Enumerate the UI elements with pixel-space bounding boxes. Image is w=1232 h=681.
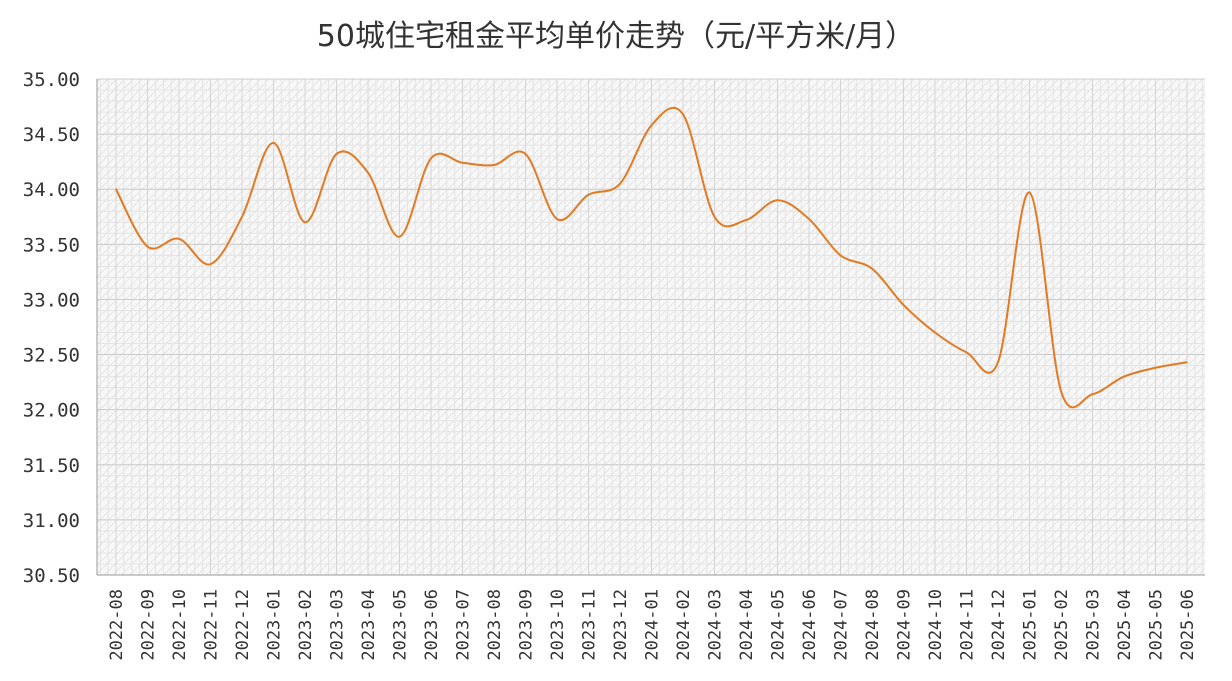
data-point: [146, 245, 149, 248]
x-tick-label: 2023-02: [296, 589, 316, 661]
y-tick-label: 33.50: [23, 234, 80, 256]
x-tick-label: 2023-12: [611, 589, 631, 661]
y-tick-label: 33.00: [23, 289, 80, 311]
data-point: [587, 193, 590, 196]
x-tick-label: 2023-09: [517, 589, 537, 661]
data-point: [997, 361, 999, 364]
data-point: [1154, 366, 1157, 369]
data-point: [335, 153, 338, 155]
y-axis-ticks: 35.00 34.50 34.00 33.50 33.00 32.50 32.00 31.50…: [23, 69, 80, 587]
grid: [97, 78, 1205, 576]
data-point: [556, 218, 558, 220]
data-point: [493, 164, 495, 166]
data-point: [398, 235, 401, 238]
data-point: [776, 199, 779, 202]
data-point: [241, 215, 243, 218]
x-tick-label: 2024-12: [989, 589, 1009, 661]
x-axis-ticks: 2022-08 2022-09 2022-10 2022-11 2022-12 2023-…: [107, 589, 1198, 661]
data-point: [430, 157, 432, 160]
data-point: [713, 215, 716, 218]
data-point: [1028, 191, 1031, 194]
data-points: [115, 113, 1188, 396]
data-point: [178, 238, 180, 240]
data-point: [1060, 390, 1062, 392]
x-tick-label: 2024-11: [958, 589, 978, 661]
data-point: [934, 331, 936, 334]
y-tick-label: 31.50: [23, 455, 80, 477]
data-point: [808, 218, 810, 220]
data-point: [1186, 361, 1188, 364]
x-tick-label: 2023-08: [485, 589, 505, 661]
x-tick-label: 2025-01: [1021, 589, 1041, 661]
x-tick-label: 2025-06: [1178, 589, 1198, 661]
x-tick-label: 2024-06: [800, 589, 820, 661]
y-tick-label: 34.50: [23, 124, 80, 146]
data-point: [871, 267, 873, 270]
x-tick-label: 2025-05: [1147, 589, 1167, 661]
x-tick-label: 2022-08: [107, 589, 127, 661]
x-tick-label: 2025-02: [1052, 589, 1072, 661]
data-point: [650, 124, 653, 127]
x-tick-label: 2024-10: [926, 589, 946, 661]
x-tick-label: 2023-05: [391, 589, 411, 661]
x-tick-label: 2023-01: [265, 589, 285, 661]
data-point: [839, 254, 842, 257]
y-tick-label: 31.00: [23, 510, 80, 532]
data-point: [209, 263, 212, 265]
x-tick-label: 2025-04: [1115, 589, 1135, 661]
data-point: [1123, 375, 1125, 378]
data-point: [1091, 393, 1094, 396]
x-tick-label: 2023-10: [548, 589, 568, 661]
data-point: [524, 153, 527, 155]
x-tick-label: 2024-01: [643, 589, 663, 661]
data-point: [619, 182, 621, 185]
x-tick-label: 2024-07: [832, 589, 852, 661]
series-line: [115, 106, 1188, 409]
x-tick-label: 2023-06: [422, 589, 442, 661]
x-tick-label: 2024-03: [706, 589, 726, 661]
data-point: [272, 142, 275, 144]
x-tick-label: 2022-09: [139, 589, 159, 661]
x-tick-label: 2023-03: [328, 589, 348, 661]
data-point: [304, 221, 306, 224]
data-point: [367, 171, 369, 174]
data-point: [902, 304, 905, 306]
y-tick-label: 35.00: [23, 69, 80, 91]
x-tick-label: 2023-04: [359, 589, 379, 661]
axes: [96, 79, 1205, 576]
data-point: [115, 188, 117, 191]
x-tick-label: 2022-12: [233, 589, 253, 661]
data-point: [745, 219, 747, 221]
x-tick-label: 2024-04: [737, 589, 757, 661]
data-point: [682, 113, 684, 116]
x-tick-label: 2023-11: [580, 589, 600, 661]
y-tick-label: 30.50: [23, 565, 80, 587]
data-point: [965, 351, 968, 354]
chart-title: 50城住宅租金平均单价走势（元/平方米/月）: [317, 19, 915, 54]
x-tick-label: 2025-03: [1084, 589, 1104, 661]
y-tick-label: 34.00: [23, 179, 80, 201]
x-tick-label: 2023-07: [454, 589, 474, 661]
y-tick-label: 32.00: [23, 400, 80, 422]
x-tick-label: 2022-11: [202, 589, 222, 661]
x-tick-label: 2024-02: [674, 589, 694, 661]
x-tick-label: 2024-08: [863, 589, 883, 661]
y-tick-label: 32.50: [23, 345, 80, 367]
x-tick-label: 2024-09: [895, 589, 915, 661]
x-tick-label: 2024-05: [769, 589, 789, 661]
x-tick-label: 2022-10: [170, 589, 190, 661]
data-point: [461, 161, 464, 164]
